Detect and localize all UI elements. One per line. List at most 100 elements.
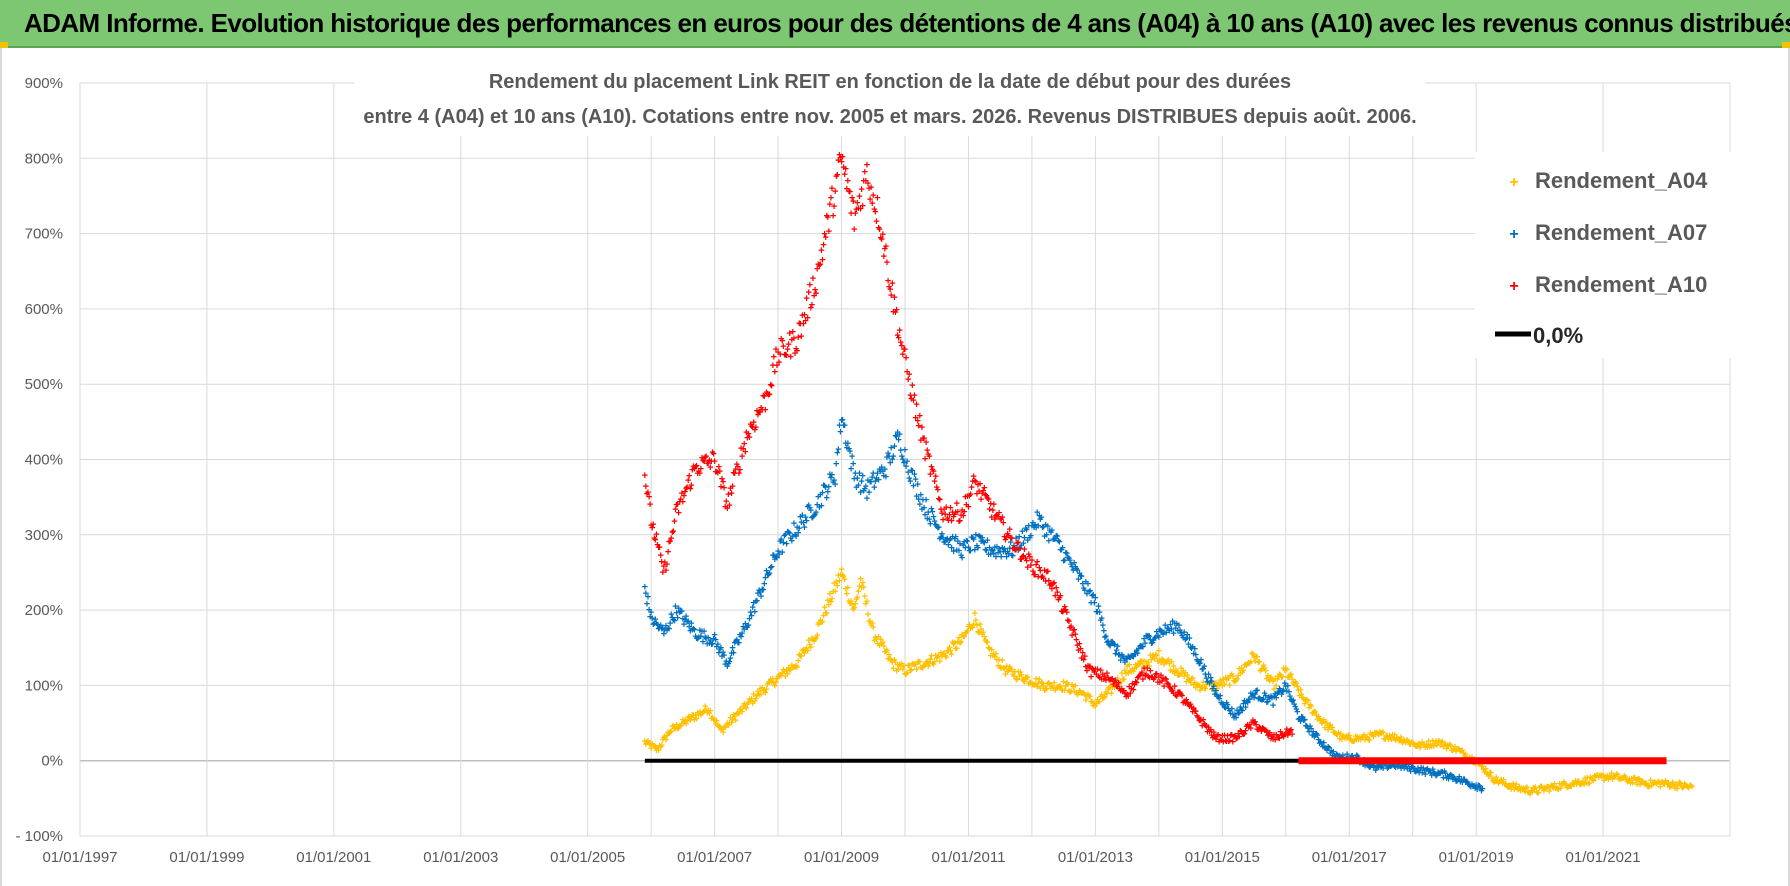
data-point: + <box>1133 645 1139 657</box>
data-point: + <box>821 602 827 614</box>
data-point: + <box>1276 669 1282 681</box>
data-point: + <box>855 586 861 598</box>
data-point: + <box>1187 677 1193 689</box>
data-point: + <box>754 596 760 608</box>
data-point: + <box>1449 770 1455 782</box>
data-point: + <box>1095 601 1101 613</box>
data-point: + <box>997 514 1003 526</box>
data-point: + <box>903 353 909 365</box>
data-point: + <box>1234 673 1240 685</box>
data-point: + <box>1226 736 1232 748</box>
data-point: + <box>645 735 651 747</box>
legend-item-a04[interactable]: + Rendement_A04 <box>1509 168 1708 193</box>
data-point: + <box>1012 543 1018 555</box>
data-point: + <box>837 153 843 165</box>
data-point: + <box>1125 668 1131 680</box>
data-point: + <box>850 196 856 208</box>
data-point: + <box>837 427 843 439</box>
data-point: + <box>1033 523 1039 535</box>
data-point: + <box>1239 706 1245 718</box>
data-point: + <box>938 504 944 516</box>
data-point: + <box>1412 766 1418 778</box>
data-point: + <box>777 536 783 548</box>
data-point: + <box>1102 632 1108 644</box>
data-point: + <box>1123 669 1129 681</box>
data-point: + <box>708 639 714 651</box>
data-point: + <box>1097 692 1103 704</box>
data-point: + <box>899 451 905 463</box>
data-point: + <box>986 504 992 516</box>
data-point: + <box>1118 655 1124 667</box>
data-point: + <box>1417 743 1423 755</box>
data-point: + <box>1192 643 1198 655</box>
data-point: + <box>853 594 859 606</box>
data-point: + <box>1670 777 1676 789</box>
data-point: + <box>1240 698 1246 710</box>
data-point: + <box>835 570 841 582</box>
data-point: + <box>1429 770 1435 782</box>
data-point: + <box>924 513 930 525</box>
data-point: + <box>1375 728 1381 740</box>
data-point: + <box>1613 771 1619 783</box>
data-point: + <box>1000 517 1006 529</box>
data-point: + <box>959 505 965 517</box>
data-point: + <box>1580 776 1586 788</box>
data-point: + <box>1617 773 1623 785</box>
data-point: + <box>964 626 970 638</box>
data-point: + <box>1590 776 1596 788</box>
data-point: + <box>735 638 741 650</box>
data-point: + <box>799 310 805 322</box>
data-point: + <box>777 669 783 681</box>
data-point: + <box>954 545 960 557</box>
data-point: + <box>1171 668 1177 680</box>
data-point: + <box>1179 630 1185 642</box>
data-point: + <box>772 554 778 566</box>
data-point: + <box>1006 662 1012 674</box>
data-point: + <box>1388 734 1394 746</box>
data-point: + <box>788 352 794 364</box>
data-point: + <box>1183 695 1189 707</box>
data-point: + <box>1489 773 1495 785</box>
data-point: + <box>990 651 996 663</box>
data-point: + <box>1534 787 1540 799</box>
data-point: + <box>797 511 803 523</box>
data-point: + <box>1023 524 1029 536</box>
legend-label-a10: Rendement_A10 <box>1535 272 1707 297</box>
data-point: + <box>774 360 780 372</box>
data-point: + <box>1289 674 1295 686</box>
data-point: + <box>1078 571 1084 583</box>
data-point: + <box>1155 630 1161 642</box>
data-point: + <box>748 694 754 706</box>
data-point: + <box>1058 606 1064 618</box>
data-point: + <box>1680 782 1686 794</box>
legend-item-zero[interactable]: 0,0% <box>1495 323 1583 348</box>
data-point: + <box>1471 781 1477 793</box>
data-point: + <box>891 292 897 304</box>
data-point: + <box>1150 650 1156 662</box>
data-point: + <box>1285 672 1291 684</box>
data-point: + <box>921 661 927 673</box>
data-point: + <box>672 504 678 516</box>
data-point: + <box>1294 681 1300 693</box>
data-point: + <box>1213 734 1219 746</box>
data-point: + <box>1427 740 1433 752</box>
data-point: + <box>1460 748 1466 760</box>
data-point: + <box>1054 531 1060 543</box>
legend-item-a10[interactable]: + Rendement_A10 <box>1509 272 1707 297</box>
data-point: + <box>865 475 871 487</box>
data-point: + <box>1252 656 1258 668</box>
data-point: + <box>1217 691 1223 703</box>
data-point: + <box>1385 762 1391 774</box>
data-point: + <box>1120 687 1126 699</box>
data-point: + <box>715 639 721 651</box>
data-point: + <box>1536 783 1542 795</box>
data-point: + <box>1273 680 1279 692</box>
data-point: + <box>1094 607 1100 619</box>
data-point: + <box>663 735 669 747</box>
data-point: + <box>1024 562 1030 574</box>
data-point: + <box>1449 745 1455 757</box>
data-point: + <box>707 462 713 474</box>
data-point: + <box>1087 586 1093 598</box>
legend-item-a07[interactable]: + Rendement_A07 <box>1509 220 1707 245</box>
data-point: + <box>749 698 755 710</box>
